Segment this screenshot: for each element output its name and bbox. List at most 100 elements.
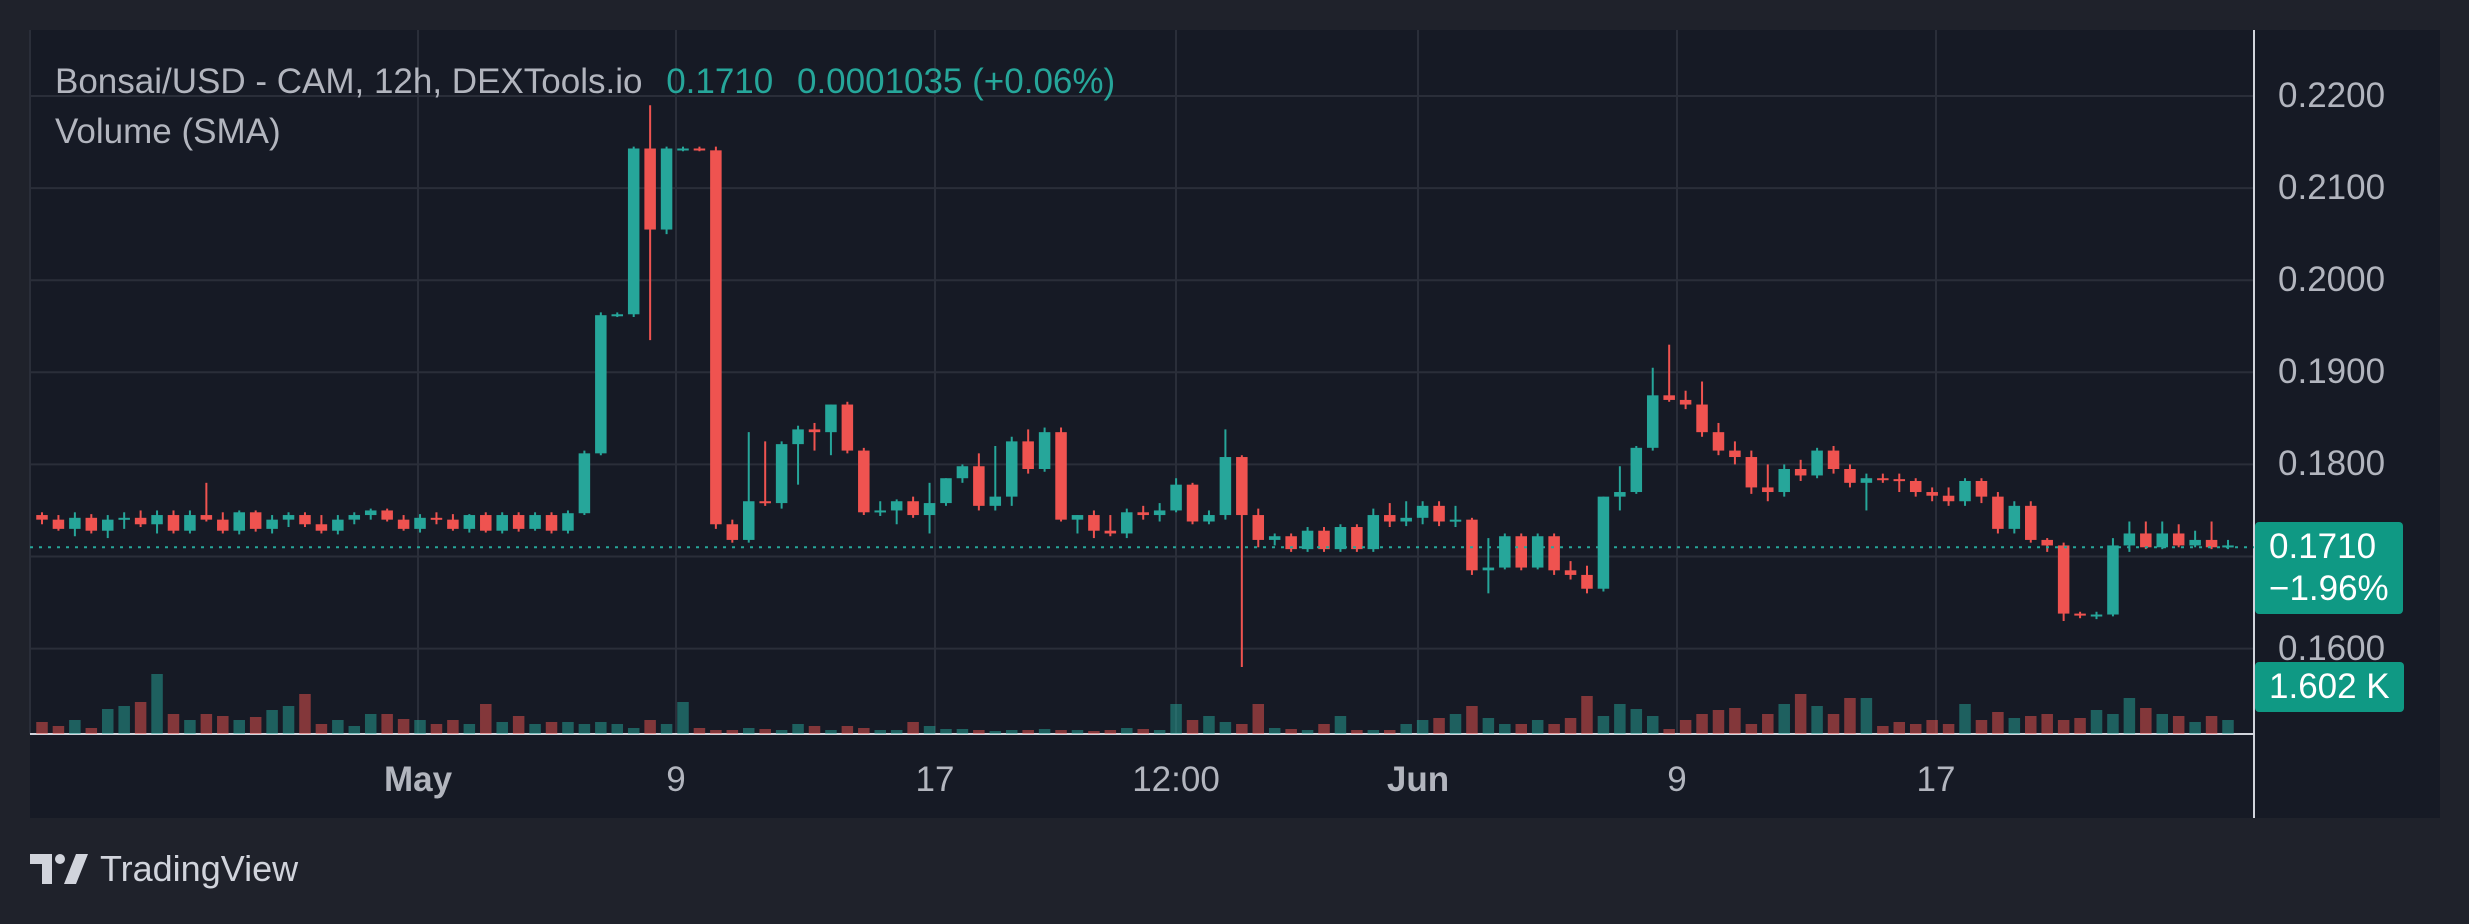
candle-body [184, 515, 196, 531]
candle-body [940, 478, 952, 504]
candle-body [1893, 479, 1906, 482]
candle-body [430, 517, 443, 520]
volume-bar [2205, 716, 2218, 734]
volume-bar [1548, 724, 1560, 734]
tradingview-logo[interactable]: TradingView [30, 848, 298, 890]
volume-bar [1614, 704, 1626, 734]
candle-body [1170, 484, 1182, 511]
candle-body [2123, 533, 2136, 546]
candle-body [266, 519, 278, 529]
candle-body [1926, 492, 1938, 496]
volume-bar [693, 728, 706, 734]
candle-body [1663, 395, 1675, 400]
volume-bar [1531, 720, 1544, 734]
volume-bar [299, 694, 311, 734]
volume-indicator-label: Volume (SMA) [55, 112, 281, 151]
candle-body [2008, 505, 2021, 529]
candle-body [299, 515, 311, 525]
candle-body [1367, 515, 1380, 550]
volume-bar [1630, 709, 1643, 734]
candle-body [956, 466, 969, 479]
volume-bar [1071, 730, 1084, 734]
volume-bars [36, 674, 2234, 734]
price-change-value: 0.0001035 (+0.06%) [796, 62, 1116, 101]
candle-body [1252, 515, 1265, 540]
volume-bar [1860, 698, 1873, 734]
candle-body [1877, 478, 1889, 481]
volume-bar [874, 730, 886, 734]
candle-body [134, 517, 147, 525]
candle-body [710, 150, 722, 525]
chart-legend: Bonsai/USD - CAM, 12h, DEXTools.io 0.171… [55, 62, 1115, 102]
volume-bar [1597, 716, 1610, 734]
volume-bar [1515, 724, 1528, 734]
volume-bar [414, 720, 426, 734]
candle-body [332, 519, 344, 531]
candle-body [1811, 450, 1823, 476]
volume-bar [249, 717, 262, 734]
volume-bar [397, 719, 410, 734]
candle-body [1679, 399, 1692, 405]
volume-bar [578, 724, 591, 734]
time-tick-label: Jun [1386, 760, 1450, 799]
volume-bar [1104, 730, 1117, 734]
candle-body [1301, 530, 1314, 550]
candle-body [1268, 536, 1281, 540]
candle-body [1827, 450, 1840, 470]
time-tick-label: 9 [1667, 760, 1687, 799]
volume-bar [858, 728, 870, 734]
volume-bar [742, 728, 755, 734]
volume-bar [1466, 706, 1478, 734]
candle-body [1285, 536, 1297, 550]
candle-body [2025, 505, 2037, 540]
candle-body [808, 429, 821, 433]
candle-body [759, 501, 771, 504]
candle-body [463, 515, 476, 529]
volume-bar [2222, 720, 2234, 734]
candle-body [545, 515, 558, 531]
volume-bar [1564, 718, 1577, 734]
candle-body [1121, 512, 1133, 534]
volume-bar [151, 674, 163, 734]
candle-body [1860, 478, 1873, 483]
candle-body [1203, 515, 1215, 522]
candle-body [1482, 567, 1495, 571]
volume-bar [1827, 714, 1840, 734]
volume-bar [1646, 716, 1659, 734]
volume-bar [69, 720, 81, 734]
volume-bar [1384, 730, 1396, 734]
candle-body [989, 496, 1002, 506]
candle-body [1499, 536, 1511, 568]
volume-bar [1959, 704, 1971, 734]
candle-body [627, 148, 640, 315]
symbol-title: Bonsai/USD - CAM, 12h, DEXTools.io [55, 62, 643, 101]
volume-bar [2041, 714, 2053, 734]
volume-bar [1088, 731, 1100, 734]
candle-body [1104, 530, 1117, 534]
price-tick-label: 0.2000 [2278, 260, 2386, 300]
volume-bar [1203, 716, 1215, 734]
volume-bar [1778, 704, 1790, 734]
candle-body [1712, 432, 1725, 451]
volume-bar [1762, 714, 1774, 734]
volume-bar [677, 702, 689, 734]
tradingview-icon [30, 854, 88, 884]
candle-body [512, 515, 525, 529]
candle-body [1581, 574, 1593, 589]
volume-bar [956, 729, 969, 734]
candle-body [2189, 539, 2201, 546]
volume-bar [2123, 698, 2136, 734]
candle-body [1088, 515, 1100, 531]
volume-tag: 1.602 K [2255, 662, 2404, 712]
price-tick-label: 0.1600 [2278, 628, 2386, 668]
volume-bar [775, 730, 788, 734]
candle-body [1531, 536, 1544, 568]
volume-bar [430, 724, 443, 734]
volume-bar [101, 709, 114, 734]
candle-body [118, 517, 130, 520]
candle-body [85, 517, 98, 531]
volume-bar [2156, 714, 2169, 734]
candle-body [1137, 512, 1149, 516]
volume-bar [907, 722, 919, 734]
